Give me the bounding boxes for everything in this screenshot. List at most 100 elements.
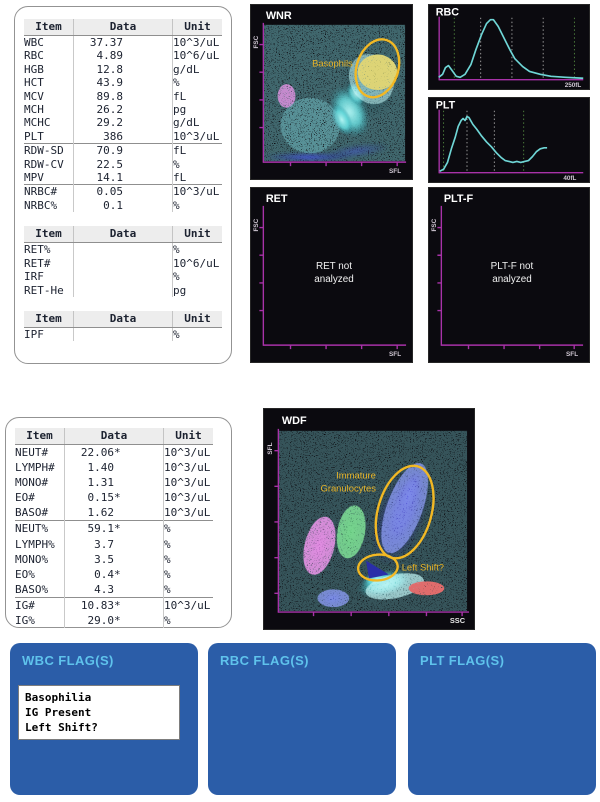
- rbc-curve: [438, 18, 584, 80]
- plt-histogram-panel: PLT 40fL: [428, 97, 590, 183]
- col-header-item: Item: [24, 226, 74, 244]
- plt-histogram: PLT 40fL: [436, 100, 584, 182]
- item-cell: PLT: [24, 129, 74, 144]
- item-cell: HCT: [24, 76, 74, 90]
- flag-cell: [123, 171, 173, 185]
- wnr-axes: [259, 22, 407, 167]
- unit-cell: 10^3/uL: [163, 490, 213, 506]
- rbc-axes: [438, 16, 584, 81]
- discriminator-lines: [453, 17, 575, 80]
- flag-cell: [123, 63, 173, 76]
- item-cell: LYMPH%: [15, 536, 65, 552]
- left-shift-wedge: [366, 560, 389, 579]
- item-cell: MCV: [24, 89, 74, 104]
- item-cell: NEUT#: [15, 444, 65, 461]
- data-cell: 14.1: [96, 171, 124, 185]
- item-cell: NRBC%: [24, 198, 74, 213]
- data-cell: 89.8: [96, 89, 124, 103]
- unit-cell: %: [163, 581, 213, 598]
- flag-box-title: PLT FLAG(S): [420, 653, 505, 668]
- table-row: RET% %: [24, 242, 222, 257]
- item-cell: MPV: [24, 171, 74, 185]
- table-row: MPV 14.1 fL: [24, 171, 222, 185]
- panel-title: RBC: [436, 7, 460, 19]
- x-max-label: 40fL: [563, 175, 576, 182]
- col-header-unit: Unit: [172, 19, 222, 36]
- table-row: IPF %: [24, 327, 222, 342]
- flag-cell: [123, 130, 173, 144]
- unit-cell: 10^3/uL: [172, 184, 222, 199]
- wnr-scatter-plot: Basophils WNR FSC SFL: [253, 10, 407, 175]
- unit-cell: fL: [172, 89, 222, 104]
- unit-cell: 10^3/uL: [163, 475, 213, 491]
- data-cell: 22.06: [80, 446, 114, 459]
- x-axis-label: SFL: [566, 351, 578, 358]
- data-cell: 1.62: [87, 506, 115, 520]
- flag-cell: [114, 475, 164, 490]
- flag-cell: [114, 582, 164, 598]
- ret-scattergram-panel: RET not analyzed RET FSC SFL: [250, 187, 413, 363]
- data-cell: [74, 270, 124, 283]
- col-header-unit: Unit: [172, 310, 222, 328]
- data-cell: 3.5: [94, 552, 114, 566]
- data-cell: 4.3: [94, 582, 114, 596]
- unit-cell: 10^3/uL: [163, 596, 213, 614]
- flag-box-title: RBC FLAG(S): [220, 653, 309, 668]
- not-analyzed-message: PLT-F not analyzed: [491, 261, 534, 285]
- unit-cell: 10^6/uL: [172, 256, 222, 271]
- table-row: LYMPH% 3.7 %: [15, 536, 213, 552]
- data-cell: [74, 243, 124, 257]
- unit-cell: %: [172, 270, 222, 284]
- flag-cell: *: [114, 520, 164, 537]
- table-row: RET-He pg: [24, 283, 222, 297]
- wdf-clusters: [278, 430, 468, 612]
- item-cell: RET-He: [24, 283, 74, 297]
- table-row: RBC 4.89 10^6/uL: [24, 49, 222, 63]
- table-row: HGB 12.8 g/dL: [24, 62, 222, 77]
- item-cell: RDW-SD: [24, 143, 74, 158]
- unit-cell: fL: [172, 171, 222, 185]
- table-row: IG# 10.83 * 10^3/uL: [15, 596, 213, 614]
- data-cell: 1.40: [87, 461, 115, 475]
- flag-cell: *: [114, 567, 121, 581]
- flag-cell: [123, 103, 173, 116]
- data-cell: 37.37: [89, 36, 123, 49]
- data-cell: 0.05: [73, 184, 123, 199]
- data-cell: 29.2: [96, 116, 124, 130]
- item-cell: IG#: [15, 596, 65, 614]
- col-header-item: Item: [24, 310, 74, 328]
- col-header-unit: Unit: [172, 226, 222, 244]
- flag-cell: [123, 257, 173, 270]
- item-cell: NEUT%: [15, 520, 65, 537]
- table-row: NRBC% 0.1 %: [24, 198, 222, 213]
- table-header-row: Item Data Unit: [24, 226, 222, 244]
- flag-cell: [123, 116, 173, 129]
- flag-cell: [123, 143, 173, 158]
- panel-title: PLT: [436, 100, 456, 112]
- panel-title: RET: [266, 193, 288, 205]
- plt-f-scattergram-panel: PLT-F not analyzed PLT-F FSC SFL: [428, 187, 590, 363]
- ret-plot: RET not analyzed RET FSC SFL: [253, 193, 407, 358]
- table-row: NEUT% 59.1 * %: [15, 520, 213, 537]
- unit-cell: g/dL: [172, 62, 222, 77]
- x-max-label: 250fL: [565, 82, 582, 89]
- table-row: MONO% 3.5 %: [15, 551, 213, 567]
- cbc-table: Item Data Unit WBC 37.37 10^3/uL RBC 4.8…: [24, 19, 222, 213]
- item-cell: IPF: [24, 327, 74, 342]
- unit-cell: %: [163, 613, 213, 629]
- data-cell: 4.89: [96, 49, 124, 63]
- plt-axes: [438, 109, 584, 174]
- data-cell: 10.83: [64, 596, 114, 614]
- flag-cell: [114, 505, 164, 521]
- unit-cell: 10^3/uL: [172, 35, 222, 50]
- flag-item: IG Present: [25, 706, 92, 719]
- col-header-item: Item: [15, 428, 65, 445]
- basophils-annotation-ellipse: [354, 38, 401, 99]
- unit-cell: g/dL: [172, 116, 222, 130]
- flag-cell: [123, 243, 173, 257]
- flag-cell: [114, 537, 164, 552]
- plt-flags-box: PLT FLAG(S): [408, 643, 596, 795]
- left-shift-annotation-ellipse: [356, 553, 399, 582]
- flag-cell: *: [114, 614, 121, 628]
